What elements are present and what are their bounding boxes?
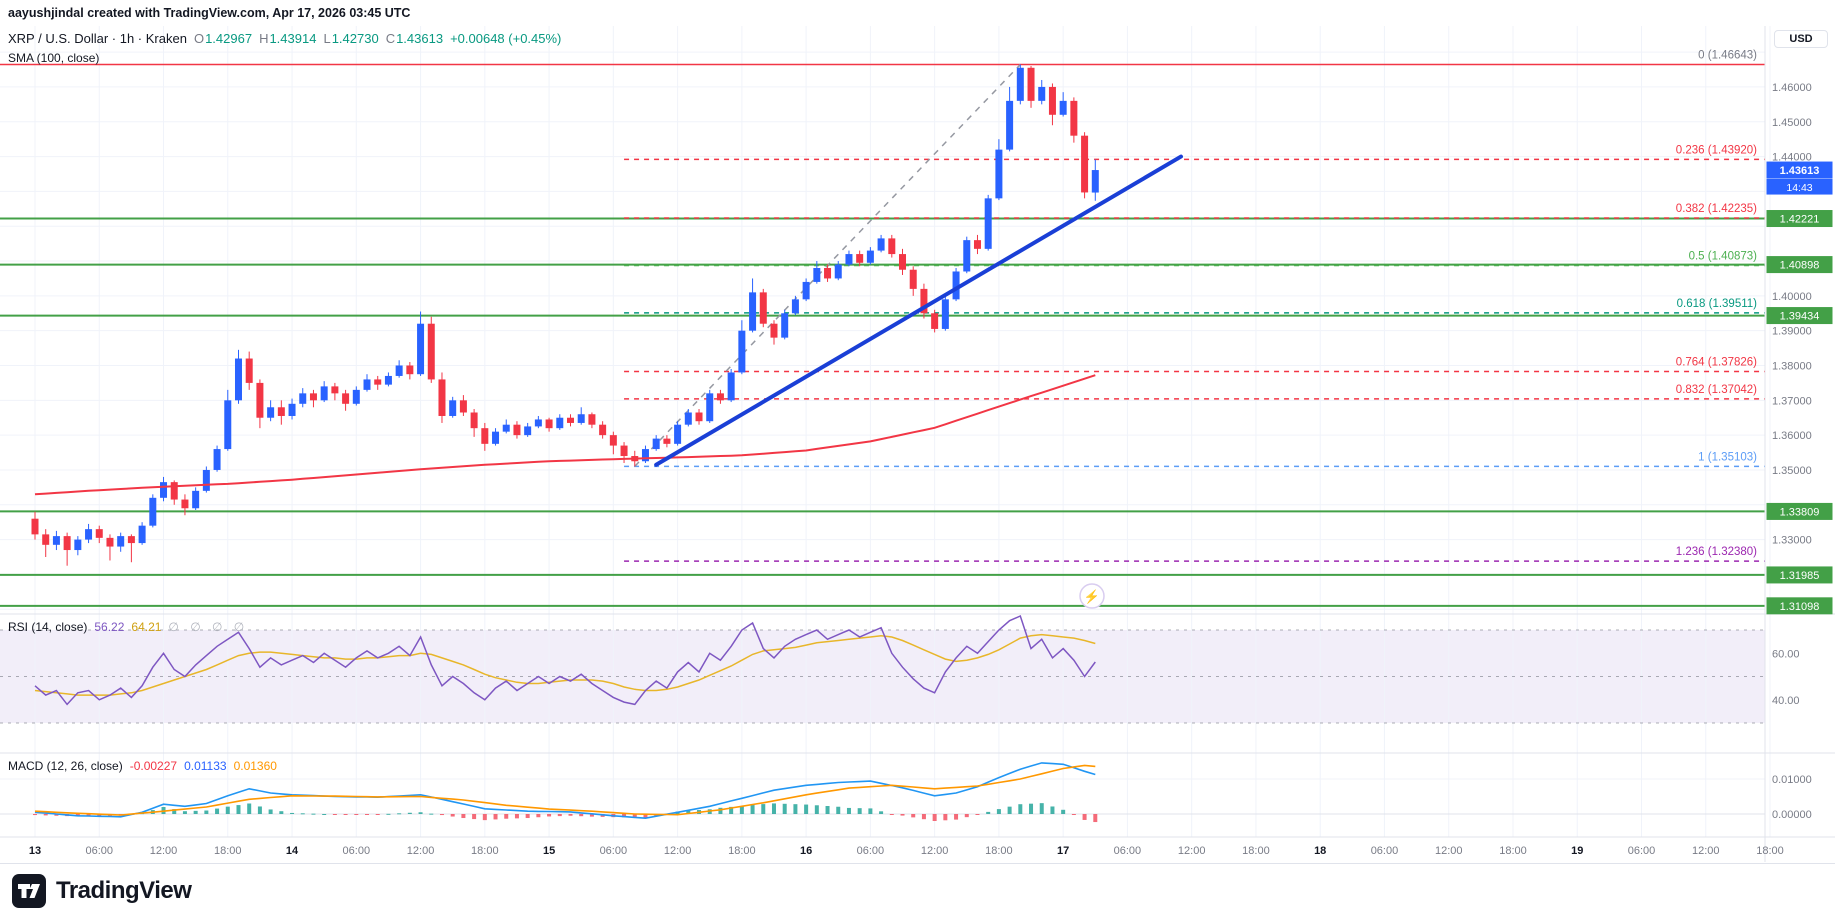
svg-text:0.764 (1.37826): 0.764 (1.37826) <box>1676 357 1757 369</box>
rsi-series <box>34 614 1096 706</box>
tradingview-logo-icon[interactable] <box>12 873 46 908</box>
svg-text:1 (1.35103): 1 (1.35103) <box>1698 451 1757 463</box>
level-price-badge <box>1766 597 1833 615</box>
svg-text:0.00000: 0.00000 <box>1772 809 1812 821</box>
svg-text:0.382 (1.42235): 0.382 (1.42235) <box>1676 203 1757 215</box>
chart-plot[interactable]: 0 (1.46643) 0.236 (1.43920) 0.382 (1.42235… <box>0 26 1835 862</box>
svg-text:14:43: 14:43 <box>1786 182 1812 194</box>
time-axis[interactable]: 13 06:00 12:00 18:00 14 06:00 12:00 18:00 15 06:0… <box>29 845 1784 857</box>
svg-text:1.33000: 1.33000 <box>1772 535 1812 547</box>
svg-text:0.5 (1.40873): 0.5 (1.40873) <box>1689 250 1758 262</box>
svg-text:0.618 (1.39511): 0.618 (1.39511) <box>1677 298 1758 310</box>
panel-separators <box>0 26 1835 862</box>
svg-text:1.44000: 1.44000 <box>1772 152 1812 164</box>
svg-text:12:00: 12:00 <box>1692 845 1720 857</box>
level-price-badge <box>1766 210 1833 228</box>
svg-text:06:00: 06:00 <box>1114 845 1142 857</box>
grid-lines <box>0 26 1771 837</box>
svg-text:12:00: 12:00 <box>407 845 435 857</box>
macd-series <box>33 762 1098 823</box>
svg-text:1.39434: 1.39434 <box>1780 311 1820 323</box>
svg-text:1.46000: 1.46000 <box>1772 82 1812 94</box>
attribution-text: aayushjindal created with TradingView.co… <box>8 6 411 20</box>
svg-text:1.31098: 1.31098 <box>1780 601 1820 613</box>
svg-text:1.35000: 1.35000 <box>1772 465 1812 477</box>
svg-text:18:00: 18:00 <box>1499 845 1527 857</box>
svg-text:06:00: 06:00 <box>857 845 885 857</box>
svg-text:1.42221: 1.42221 <box>1780 214 1820 226</box>
svg-text:06:00: 06:00 <box>1628 845 1656 857</box>
svg-text:1.37000: 1.37000 <box>1772 395 1812 407</box>
level-price-badge <box>1766 502 1833 520</box>
candlestick-series <box>31 64 1099 566</box>
quick-action-lightning-icon[interactable]: ⚡ <box>1079 583 1105 609</box>
svg-text:12:00: 12:00 <box>150 845 178 857</box>
svg-text:0.01000: 0.01000 <box>1772 774 1812 786</box>
svg-text:1.38000: 1.38000 <box>1772 360 1812 372</box>
svg-text:0.236 (1.43920): 0.236 (1.43920) <box>1676 144 1757 156</box>
trend-line[interactable] <box>654 154 1183 467</box>
svg-text:06:00: 06:00 <box>600 845 628 857</box>
svg-text:17: 17 <box>1057 845 1069 857</box>
svg-text:40.00: 40.00 <box>1772 695 1800 707</box>
svg-text:19: 19 <box>1571 845 1583 857</box>
svg-text:18:00: 18:00 <box>471 845 499 857</box>
footer: TradingView <box>0 863 1835 917</box>
tradingview-brand[interactable]: TradingView <box>56 876 192 904</box>
svg-text:1.40898: 1.40898 <box>1780 260 1820 272</box>
svg-text:12:00: 12:00 <box>664 845 692 857</box>
last-price-badge <box>1766 161 1833 195</box>
svg-text:18:00: 18:00 <box>985 845 1013 857</box>
currency-label[interactable]: USD <box>1774 30 1828 48</box>
svg-text:1.236 (1.32380): 1.236 (1.32380) <box>1676 546 1757 558</box>
svg-text:0 (1.46643): 0 (1.46643) <box>1698 50 1757 62</box>
attribution-header: aayushjindal created with TradingView.co… <box>0 0 1835 26</box>
level-price-badge <box>1766 256 1833 274</box>
svg-text:1.45000: 1.45000 <box>1772 117 1812 129</box>
svg-text:1.40000: 1.40000 <box>1772 291 1812 303</box>
svg-text:13: 13 <box>29 845 41 857</box>
level-price-badge <box>1766 566 1833 584</box>
svg-text:06:00: 06:00 <box>1371 845 1399 857</box>
svg-text:18:00: 18:00 <box>1756 845 1784 857</box>
svg-text:18:00: 18:00 <box>1242 845 1270 857</box>
svg-text:15: 15 <box>543 845 555 857</box>
svg-text:1.33809: 1.33809 <box>1780 506 1820 518</box>
svg-text:1.39000: 1.39000 <box>1772 326 1812 338</box>
svg-text:⚡: ⚡ <box>1084 589 1100 605</box>
svg-text:16: 16 <box>800 845 812 857</box>
svg-text:14: 14 <box>286 845 299 857</box>
support-resistance-lines[interactable] <box>0 217 1765 607</box>
svg-text:1.31985: 1.31985 <box>1780 570 1820 582</box>
svg-text:12:00: 12:00 <box>1178 845 1206 857</box>
svg-text:1.43613: 1.43613 <box>1780 165 1820 177</box>
svg-text:18: 18 <box>1314 845 1326 857</box>
price-axis[interactable]: 1.46000 1.45000 1.44000 1.40000 1.39000 1.380… <box>1766 82 1833 821</box>
sma-100-line <box>34 374 1096 496</box>
svg-text:18:00: 18:00 <box>728 845 756 857</box>
svg-text:12:00: 12:00 <box>921 845 949 857</box>
svg-text:1.36000: 1.36000 <box>1772 430 1812 442</box>
svg-text:60.00: 60.00 <box>1772 648 1800 660</box>
svg-text:06:00: 06:00 <box>85 845 113 857</box>
svg-text:12:00: 12:00 <box>1435 845 1463 857</box>
fibonacci-retracement[interactable]: 0 (1.46643) 0.236 (1.43920) 0.382 (1.42235… <box>0 50 1765 562</box>
svg-text:0.832 (1.37042): 0.832 (1.37042) <box>1676 384 1757 396</box>
svg-text:18:00: 18:00 <box>214 845 242 857</box>
level-price-badge <box>1766 307 1833 325</box>
svg-text:06:00: 06:00 <box>343 845 371 857</box>
